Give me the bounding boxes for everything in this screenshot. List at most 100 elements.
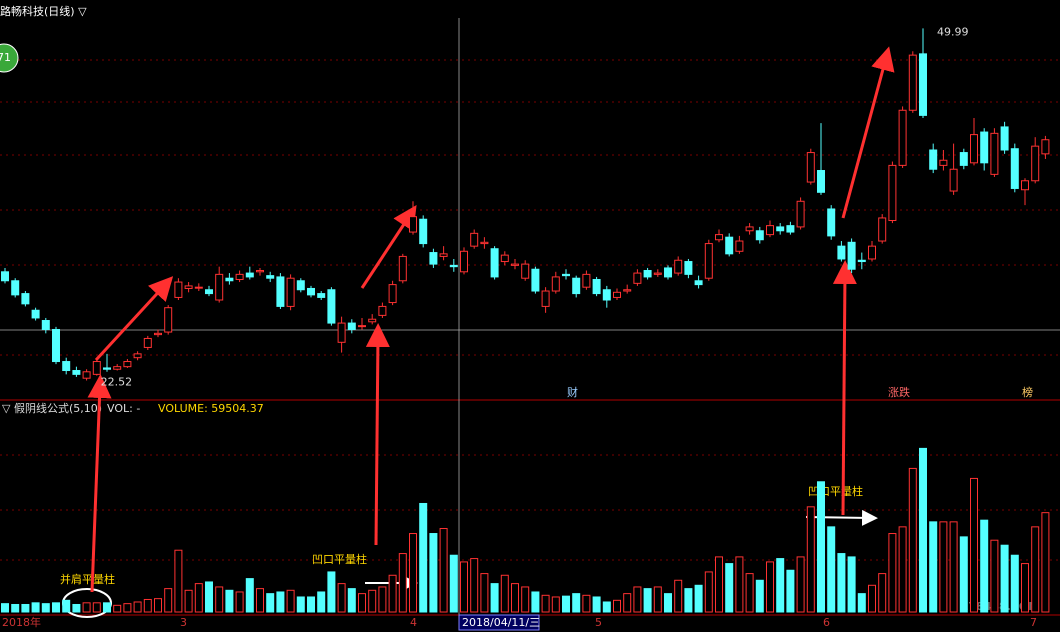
volume-bar	[245, 578, 254, 613]
candle-body	[245, 272, 254, 278]
volume-bar	[41, 603, 50, 613]
volume-bar	[653, 586, 662, 613]
volume-bar	[531, 591, 540, 613]
candle-body	[41, 320, 50, 330]
candle-body	[174, 281, 183, 298]
volume-bar	[1041, 512, 1050, 613]
volume-bar	[776, 558, 785, 613]
volume-bar	[817, 481, 825, 613]
volume-bar	[266, 593, 275, 613]
volume-bar	[225, 589, 234, 613]
x-label: 3	[180, 616, 187, 629]
volume-bar	[847, 556, 856, 613]
candle-body	[409, 216, 417, 233]
candle-body	[990, 132, 999, 175]
volume-bar	[919, 447, 927, 613]
volume-bar	[541, 594, 550, 613]
x-label: 4	[410, 616, 417, 629]
volume-bar	[715, 556, 723, 613]
volume-bar	[959, 536, 968, 613]
candle-body	[766, 225, 774, 236]
candle-body	[143, 337, 152, 348]
volume-bar	[755, 579, 764, 613]
volume-bar	[898, 526, 907, 613]
candle-body	[296, 280, 305, 291]
candle-body	[480, 241, 489, 245]
candle-body	[1010, 148, 1019, 189]
vol-label: VOL: -	[107, 402, 140, 415]
volume-bar	[235, 591, 244, 613]
volume-bar	[154, 598, 162, 613]
candle-body	[817, 170, 825, 193]
candle-body	[959, 152, 968, 166]
volume-bar	[643, 588, 652, 613]
volume-bar	[429, 533, 438, 613]
candle-body	[847, 241, 856, 270]
volume-bar	[704, 571, 713, 613]
volume-bar	[52, 602, 60, 613]
candle-body	[755, 230, 764, 241]
candle-body	[215, 273, 224, 301]
candle-body	[419, 218, 428, 245]
volume-bar	[327, 571, 336, 613]
candle-body	[684, 261, 693, 275]
candle-body	[786, 225, 795, 233]
candle-body	[470, 232, 479, 247]
candle-body	[103, 367, 111, 370]
candle-body	[337, 322, 346, 343]
candle-body	[72, 370, 81, 375]
candle-body	[1041, 139, 1050, 155]
arrows	[87, 46, 895, 593]
candle-body	[521, 263, 530, 279]
date-box	[458, 614, 540, 631]
candle-body	[21, 293, 30, 305]
volume-bar	[409, 533, 417, 613]
candle-body	[868, 245, 876, 260]
candle-body	[939, 159, 948, 166]
volume-bar	[256, 588, 264, 613]
x-label: 2018/04/11/三	[462, 616, 540, 629]
candle-body	[572, 277, 581, 295]
candle-body	[980, 131, 989, 164]
volume-bar	[878, 573, 887, 613]
volume-bar	[582, 594, 591, 613]
candle-body	[551, 276, 560, 292]
candle-body	[52, 328, 60, 363]
volume-bar	[980, 519, 989, 613]
candle-body	[317, 293, 326, 298]
indicator-label: ▽ 假阴线公式(5,10)	[2, 401, 102, 415]
candle-body	[613, 291, 621, 298]
volume-bar	[725, 563, 734, 613]
candle-body	[796, 200, 805, 228]
badge	[0, 43, 19, 73]
volume-bar	[62, 599, 71, 613]
candle-body	[837, 245, 846, 260]
volume-bar	[990, 539, 999, 613]
volume-bar	[103, 602, 111, 613]
volume-bar	[368, 589, 377, 613]
annotation: 凹口平量柱	[808, 484, 863, 498]
candle-body	[602, 289, 611, 301]
volume-bar	[949, 521, 958, 613]
candle-body	[388, 284, 397, 304]
volume-bar	[439, 528, 448, 613]
event-marker: 财	[567, 385, 578, 399]
candle-body	[327, 289, 336, 324]
candle-body	[674, 259, 683, 274]
candle-body	[664, 267, 672, 278]
volume-bar	[11, 603, 20, 613]
low-label: 22.52	[101, 376, 133, 389]
volume-bar	[82, 602, 91, 613]
candle-body	[878, 217, 887, 242]
candle-body	[286, 277, 295, 307]
candle-body	[633, 272, 642, 284]
volume-bar	[633, 586, 642, 613]
volume-bar	[694, 584, 703, 613]
badge-text: 71	[0, 51, 11, 64]
candle-body	[449, 264, 458, 268]
candle-body	[439, 253, 448, 257]
candle-body	[276, 276, 285, 307]
volume-bar	[908, 467, 917, 613]
candle-body	[1021, 180, 1029, 191]
volume-bar	[572, 593, 581, 613]
